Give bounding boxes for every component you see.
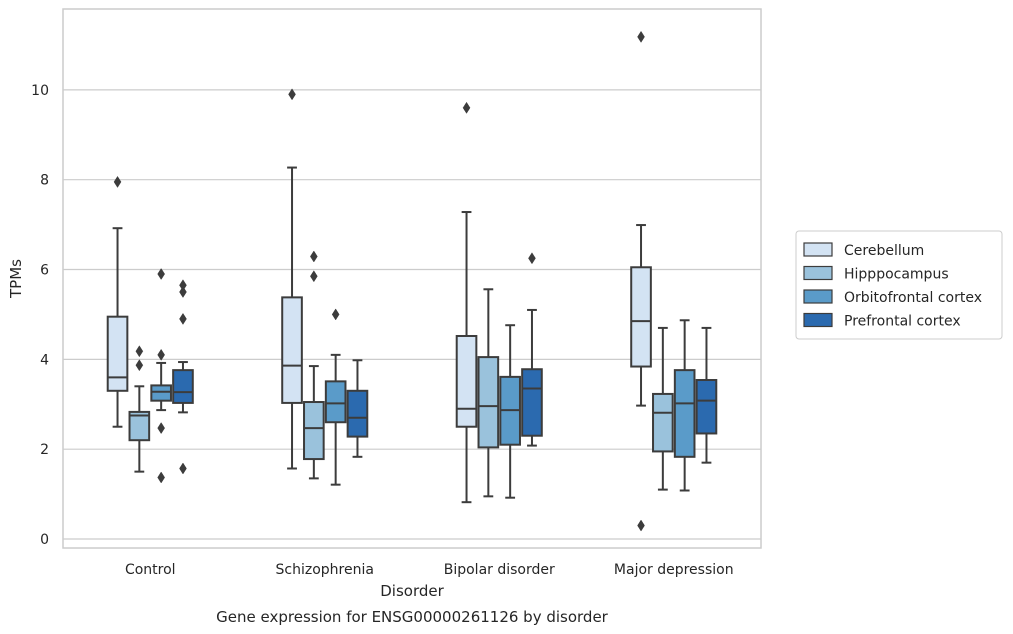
box-body xyxy=(172,369,194,404)
x-tick-label: Bipolar disorder xyxy=(444,562,555,578)
x-tick-label: Major depression xyxy=(614,562,734,578)
legend-label: Hipppocampus xyxy=(844,267,949,283)
outlier-point xyxy=(135,359,144,372)
outlier-point xyxy=(157,471,165,484)
box xyxy=(499,324,521,499)
legend-label: Orbitofrontal cortex xyxy=(844,290,982,306)
outlier-point xyxy=(288,88,296,101)
box xyxy=(521,252,543,447)
outlier-point xyxy=(157,348,165,361)
chart-caption: Gene expression for ENSG00000261126 by d… xyxy=(216,608,609,626)
outlier-point xyxy=(157,422,165,435)
y-gridlines xyxy=(63,89,761,540)
y-tick-label: 10 xyxy=(31,83,49,99)
box xyxy=(477,288,500,498)
outlier-point xyxy=(637,30,645,43)
outlier-point xyxy=(310,250,318,263)
y-tick-label: 6 xyxy=(40,263,49,279)
box xyxy=(128,345,151,473)
legend-item: Hipppocampus xyxy=(803,265,949,283)
legend-label: Prefrontal cortex xyxy=(844,314,961,330)
x-tick-label: Control xyxy=(125,562,176,578)
box-plot-area xyxy=(106,30,718,532)
box-body xyxy=(324,380,347,424)
box-body xyxy=(281,296,303,404)
x-axis-label: Disorder xyxy=(380,582,444,600)
box xyxy=(150,268,172,484)
box-body xyxy=(346,389,369,438)
outlier-point xyxy=(528,252,536,265)
outlier-point xyxy=(179,462,187,475)
y-tick-label: 8 xyxy=(40,173,49,189)
box-body xyxy=(150,384,172,402)
outlier-point xyxy=(462,101,471,114)
box xyxy=(695,326,718,464)
box xyxy=(652,326,674,491)
legend-swatch xyxy=(803,265,833,281)
legend-swatch xyxy=(803,312,833,328)
box xyxy=(630,30,652,532)
box-body xyxy=(630,266,652,368)
legend-item: Orbitofrontal cortex xyxy=(803,289,982,306)
plot-frame xyxy=(62,8,762,549)
legend-swatch xyxy=(803,242,833,257)
box xyxy=(673,319,696,492)
box-body xyxy=(673,369,696,458)
outlier-point xyxy=(179,312,187,325)
box-body xyxy=(106,315,129,392)
y-tick-label: 0 xyxy=(40,532,49,548)
outlier-point xyxy=(135,345,144,358)
outlier-point xyxy=(637,519,645,532)
x-tick-label: Schizophrenia xyxy=(276,562,374,578)
box xyxy=(303,250,325,480)
legend: Cerebellum Hipppocampus Orbitofrontal cort… xyxy=(795,230,1003,340)
box xyxy=(455,101,478,504)
legend-frame xyxy=(795,230,1003,340)
box xyxy=(324,308,347,486)
box-body xyxy=(652,392,674,453)
outlier-point xyxy=(157,268,165,280)
legend-label: Cerebellum xyxy=(844,243,924,259)
outlier-point xyxy=(331,308,340,321)
y-tick-label: 4 xyxy=(40,352,49,368)
box-body xyxy=(303,401,325,461)
legend-item: Cerebellum xyxy=(803,242,924,259)
box-body xyxy=(455,334,478,428)
box-body xyxy=(521,368,543,437)
box-body xyxy=(695,379,718,435)
y-tick-label: 2 xyxy=(40,442,49,458)
box xyxy=(106,175,129,428)
y-axis-label: TPMs xyxy=(7,259,25,299)
box xyxy=(172,279,194,475)
outlier-point xyxy=(113,175,122,188)
box xyxy=(281,88,303,470)
legend-item: Prefrontal cortex xyxy=(803,312,961,330)
outlier-point xyxy=(179,286,187,298)
x-tick-labels: Control Schizophrenia Bipolar disorder Majo… xyxy=(125,562,734,578)
box xyxy=(346,359,369,458)
legend-swatch xyxy=(803,289,833,304)
outlier-point xyxy=(310,270,318,283)
y-tick-labels: 0 2 4 6 8 10 xyxy=(31,83,49,548)
box-body xyxy=(477,356,500,449)
box-body xyxy=(128,410,151,442)
